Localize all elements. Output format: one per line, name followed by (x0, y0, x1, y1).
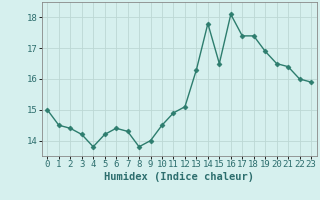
X-axis label: Humidex (Indice chaleur): Humidex (Indice chaleur) (104, 172, 254, 182)
